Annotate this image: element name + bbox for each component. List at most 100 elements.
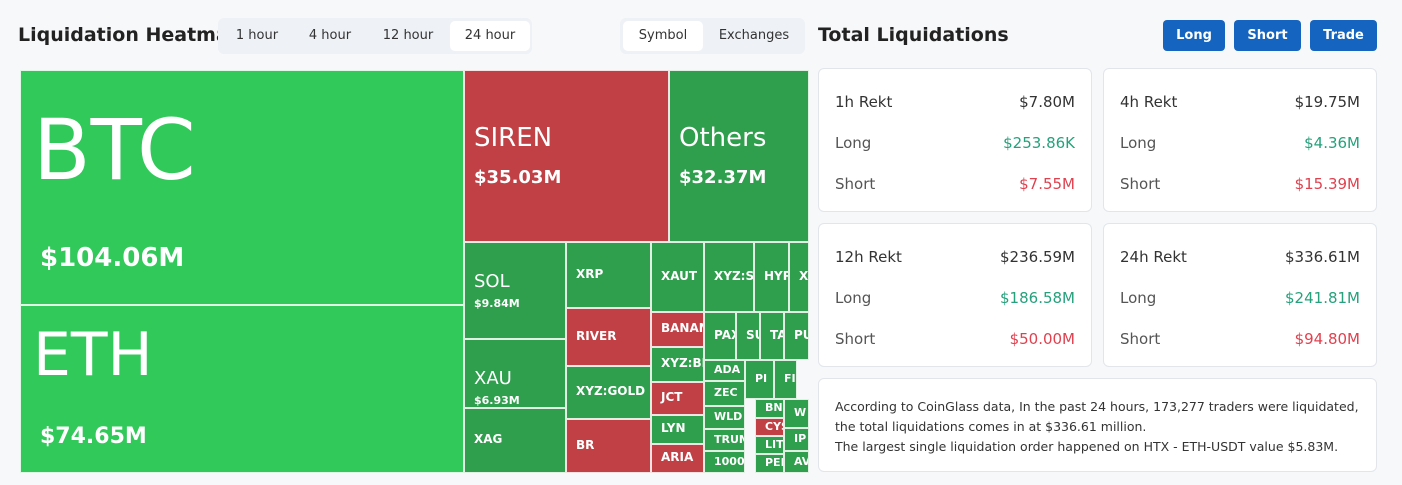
heatmap-tile[interactable]: AV bbox=[784, 451, 809, 473]
row-label: 4h Rekt bbox=[1120, 93, 1178, 111]
row-value: $4.36M bbox=[1304, 134, 1360, 152]
action-button[interactable]: Short bbox=[1234, 20, 1301, 51]
row-value: $94.80M bbox=[1294, 330, 1360, 348]
heatmap-tile[interactable]: LIT bbox=[755, 436, 784, 454]
heatmap-tile[interactable]: ETH $74.65M bbox=[20, 305, 464, 473]
card-row: Short $7.55M bbox=[835, 175, 1075, 193]
heatmap-tile[interactable]: BR bbox=[566, 419, 651, 473]
heatmap-tile[interactable]: PI bbox=[745, 360, 774, 399]
tile-value: $32.37M bbox=[679, 167, 767, 188]
tile-label: HYP bbox=[764, 268, 789, 283]
tile-value: $9.84M bbox=[474, 297, 520, 310]
heatmap-tile[interactable]: LYN bbox=[651, 415, 704, 444]
view-tab[interactable]: Exchanges bbox=[718, 28, 790, 43]
tile-label: W bbox=[794, 406, 807, 419]
tile-label: X bbox=[799, 268, 809, 283]
heatmap-tile[interactable]: X bbox=[789, 242, 809, 312]
tile-label: PI bbox=[755, 372, 768, 385]
heatmap-tile[interactable]: HYP bbox=[754, 242, 789, 312]
summary-line: The largest single liquidation order hap… bbox=[835, 439, 1339, 454]
card-row: 24h Rekt $336.61M bbox=[1120, 248, 1360, 266]
heatmap-tile[interactable]: TA bbox=[760, 312, 784, 360]
tile-label: XAU bbox=[474, 368, 512, 389]
heatmap-tile[interactable]: XYZ:BR bbox=[651, 347, 704, 382]
row-label: Long bbox=[1120, 134, 1157, 152]
tile-label: RIVER bbox=[576, 328, 617, 343]
heatmap-tile[interactable]: XAG bbox=[464, 408, 566, 473]
tile-label: BTC bbox=[33, 101, 196, 199]
heatmap-tile[interactable]: XAU $6.93M bbox=[464, 339, 566, 408]
time-tab[interactable]: 1 hour bbox=[235, 28, 279, 43]
heatmap-tile[interactable]: ZEC bbox=[704, 381, 745, 406]
heatmap-tile[interactable]: IP bbox=[784, 428, 809, 451]
heatmap-tile[interactable]: WLD bbox=[704, 406, 745, 429]
tile-label: SOL bbox=[474, 271, 510, 292]
row-value: $336.61M bbox=[1285, 248, 1360, 266]
view-tab[interactable]: Symbol bbox=[623, 21, 703, 51]
card-row: 1h Rekt $7.80M bbox=[835, 93, 1075, 111]
heatmap-tile[interactable]: SU bbox=[736, 312, 760, 360]
row-label: Long bbox=[1120, 289, 1157, 307]
heatmap-tile[interactable]: PAX bbox=[704, 312, 736, 360]
tile-label: Others bbox=[679, 123, 767, 153]
heatmap-tile[interactable]: BNB bbox=[755, 399, 784, 418]
card-row: Long $241.81M bbox=[1120, 289, 1360, 307]
heatmap-tile[interactable]: BANANA bbox=[651, 312, 704, 347]
tile-label: BR bbox=[576, 437, 595, 452]
heatmap-tile[interactable]: PEPE bbox=[755, 454, 784, 473]
tile-label: JCT bbox=[661, 390, 683, 404]
tile-label: SU bbox=[746, 327, 759, 342]
row-value: $7.80M bbox=[1019, 93, 1075, 111]
action-button[interactable]: Trade bbox=[1310, 20, 1377, 51]
time-tabs: 1 hour 4 hour 12 hour 24 hour bbox=[218, 18, 532, 54]
rekt-card: 1h Rekt $7.80M Long $253.86K Short $7.55M bbox=[818, 68, 1092, 212]
view-tabs: Symbol Exchanges bbox=[620, 18, 805, 54]
card-row: Long $253.86K bbox=[835, 134, 1075, 152]
heatmap-tile[interactable]: PU bbox=[784, 312, 809, 360]
time-tab[interactable]: 4 hour bbox=[308, 28, 352, 43]
tile-label: BNB bbox=[765, 401, 783, 414]
action-button[interactable]: Long bbox=[1163, 20, 1225, 51]
heatmap-tile[interactable]: CYS bbox=[755, 418, 784, 436]
heatmap-tile[interactable]: ADA bbox=[704, 360, 745, 381]
tile-label: ZEC bbox=[714, 386, 738, 399]
time-tab[interactable]: 24 hour bbox=[450, 21, 530, 51]
summary-line: According to CoinGlass data, In the past… bbox=[835, 399, 1359, 434]
heatmap-tile[interactable]: BTC $104.06M bbox=[20, 70, 464, 305]
heatmap-tile[interactable]: TRUMP bbox=[704, 429, 745, 451]
summary-card: According to CoinGlass data, In the past… bbox=[818, 378, 1377, 472]
row-value: $7.55M bbox=[1019, 175, 1075, 193]
heatmap-tile[interactable]: XYZ:GOLD bbox=[566, 366, 651, 419]
heatmap-tile[interactable]: ARIA bbox=[651, 444, 704, 473]
heatmap-tile[interactable]: XYZ:SIL bbox=[704, 242, 754, 312]
row-value: $241.81M bbox=[1285, 289, 1360, 307]
row-label: 12h Rekt bbox=[835, 248, 902, 266]
row-label: Long bbox=[835, 134, 872, 152]
heatmap-tile[interactable]: XAUT bbox=[651, 242, 704, 312]
heatmap-tile[interactable]: RIVER bbox=[566, 308, 651, 366]
heatmap: BTC $104.06M ETH $74.65M SIREN $35.03M Others $… bbox=[20, 70, 809, 473]
heatmap-tile[interactable]: XRP bbox=[566, 242, 651, 308]
card-row: 4h Rekt $19.75M bbox=[1120, 93, 1360, 111]
heatmap-tile[interactable]: FI bbox=[774, 360, 797, 399]
card-row: Short $50.00M bbox=[835, 330, 1075, 348]
tile-label: FI bbox=[784, 372, 796, 385]
heatmap-tile[interactable]: SOL $9.84M bbox=[464, 242, 566, 339]
tile-label: AV bbox=[794, 454, 809, 468]
time-tab[interactable]: 12 hour bbox=[382, 28, 434, 43]
heatmap-tile[interactable]: Others $32.37M bbox=[669, 70, 809, 242]
row-value: $186.58M bbox=[1000, 289, 1075, 307]
card-row: Short $15.39M bbox=[1120, 175, 1360, 193]
tile-label: SIREN bbox=[474, 123, 553, 153]
row-value: $50.00M bbox=[1009, 330, 1075, 348]
heatmap-tile[interactable]: W bbox=[784, 399, 809, 428]
heatmap-tile[interactable]: JCT bbox=[651, 382, 704, 415]
card-row: Long $186.58M bbox=[835, 289, 1075, 307]
heatmap-tile[interactable]: SIREN $35.03M bbox=[464, 70, 669, 242]
rekt-card: 12h Rekt $236.59M Long $186.58M Short $50.00M bbox=[818, 223, 1092, 367]
row-label: 24h Rekt bbox=[1120, 248, 1187, 266]
tile-label: IP bbox=[794, 432, 807, 445]
row-value: $236.59M bbox=[1000, 248, 1075, 266]
row-label: Short bbox=[1120, 330, 1161, 348]
